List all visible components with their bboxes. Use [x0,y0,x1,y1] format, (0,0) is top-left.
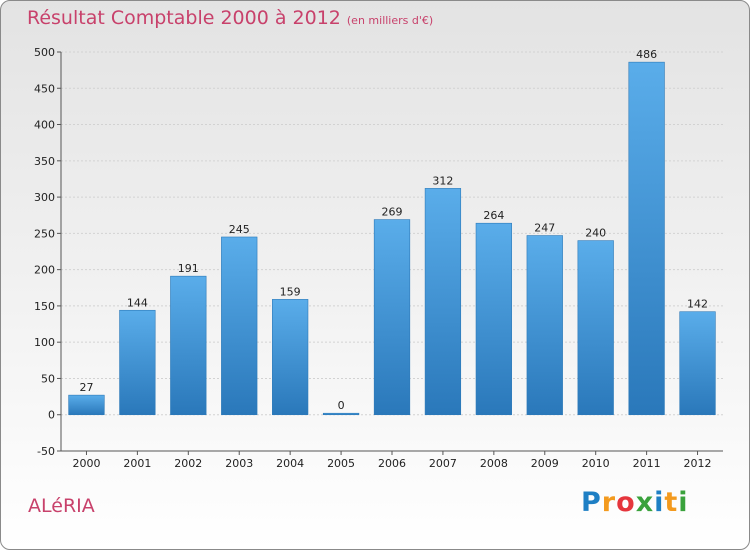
bar-2011 [628,61,665,416]
x-tick-label-2011: 2011 [633,457,661,470]
logo-letter: t [664,487,679,518]
data-label-2000: 27 [79,381,93,394]
x-tick-label-2005: 2005 [327,457,355,470]
y-tick-label: 250 [34,227,55,240]
bar-2000 [68,394,105,416]
data-label-2007: 312 [432,174,453,187]
data-label-2004: 159 [280,285,301,298]
data-label-2002: 191 [178,262,199,275]
chart-title-text: Résultat Comptable 2000 à 2012 [27,7,341,29]
x-tick-label-2008: 2008 [480,457,508,470]
bar-2005 [322,412,360,416]
chart-title: Résultat Comptable 2000 à 2012 (en millie… [27,7,433,29]
data-label-2006: 269 [382,206,403,219]
bar-2012 [679,311,716,416]
bar-2007 [424,188,462,416]
logo-letter: i [654,487,665,518]
x-tick-label-2012: 2012 [684,457,712,470]
x-tick-label-2003: 2003 [225,457,253,470]
bar-2001 [119,309,156,416]
bar-2002 [170,275,207,416]
x-tick-label-2010: 2010 [582,457,610,470]
y-tick-label: 300 [34,191,55,204]
x-tick-label-2000: 2000 [72,457,100,470]
y-tick-label: 500 [34,46,55,59]
data-label-2008: 264 [483,209,504,222]
x-tick-label-2007: 2007 [429,457,457,470]
logo-letter: r [601,487,617,518]
logo-letter: x [635,487,655,518]
logo-letter: P [581,487,602,518]
bar-2008 [475,222,512,416]
data-label-2009: 247 [534,222,555,235]
x-tick-label-2002: 2002 [174,457,202,470]
logo-letter: o [616,487,636,518]
y-tick-label: 50 [41,372,55,385]
data-label-2012: 142 [687,298,708,311]
bar-2009 [526,235,563,416]
y-tick-label: -50 [37,445,55,458]
x-tick-label-2004: 2004 [276,457,304,470]
data-label-2005: 0 [338,399,345,412]
y-tick-label: 0 [48,409,55,422]
commune-name: ALéRIA [28,495,95,517]
y-tick-label: 150 [34,300,55,313]
y-tick-label: 400 [34,119,55,132]
logo-letter: i [678,487,689,518]
x-tick-label-2009: 2009 [531,457,559,470]
y-tick-label: 350 [34,155,55,168]
x-tick-label-2001: 2001 [123,457,151,470]
proxiti-logo: Proxiti [581,487,689,518]
x-tick-label-2006: 2006 [378,457,406,470]
data-label-2011: 486 [636,48,657,61]
data-label-2010: 240 [585,227,606,240]
y-tick-label: 450 [34,82,55,95]
y-tick-label: 100 [34,336,55,349]
bar-2003 [221,236,258,416]
y-tick-label: 200 [34,264,55,277]
bar-2006 [373,219,411,416]
bar-2010 [577,240,614,416]
chart-subtitle: (en milliers d'€) [346,14,434,27]
data-label-2003: 245 [229,223,250,236]
bar-2004 [272,299,309,416]
data-label-2001: 144 [127,296,148,309]
